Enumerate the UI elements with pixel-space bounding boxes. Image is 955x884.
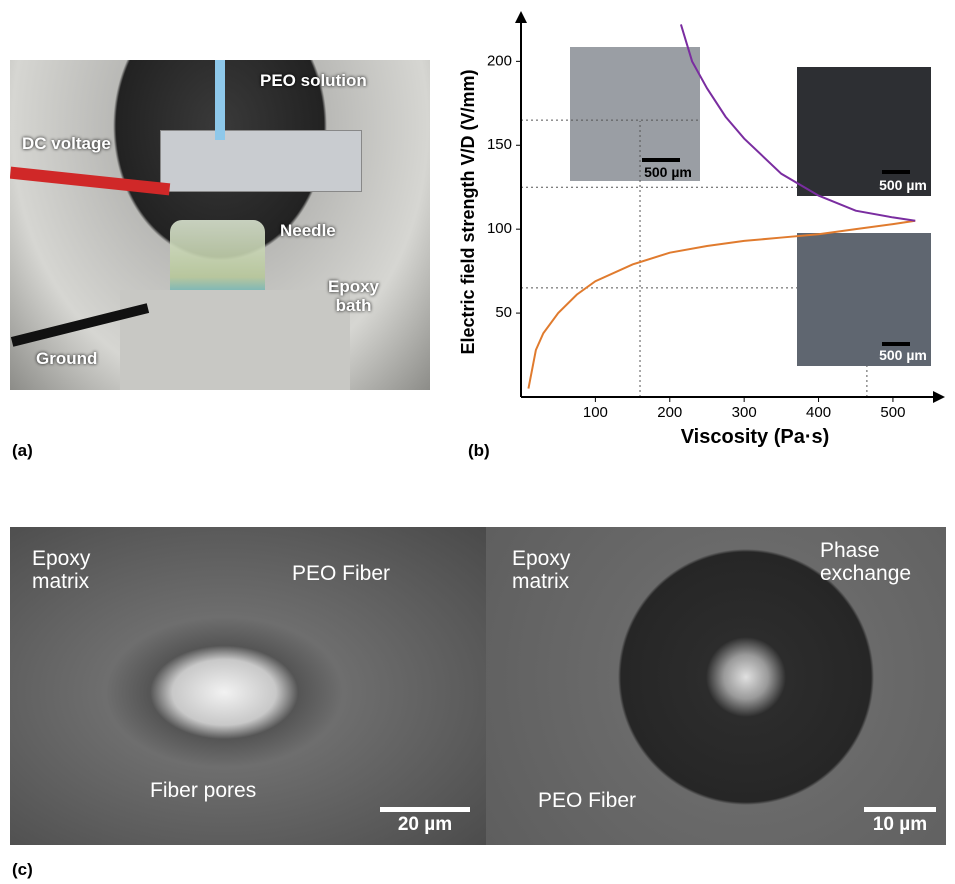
- x-tick-label: 100: [583, 404, 608, 421]
- scale-label: 500 µm: [879, 347, 927, 363]
- axis-arrow: [515, 11, 527, 23]
- axis-arrow: [933, 391, 945, 403]
- scale-label: 500 µm: [644, 164, 692, 180]
- x-tick-label: 500: [880, 404, 905, 421]
- sem-text: Fiber pores: [150, 779, 256, 802]
- x-tick-label: 300: [732, 404, 757, 421]
- inset-photo: [570, 47, 700, 181]
- y-tick-label: 50: [495, 304, 512, 321]
- scale-bar: 20 µm: [380, 807, 470, 836]
- x-axis-label: Viscosity (Pa·s): [681, 426, 830, 448]
- y-tick-label: 150: [487, 136, 512, 153]
- y-tick-label: 200: [487, 52, 512, 69]
- sem-text: PEO Fiber: [292, 562, 390, 585]
- sem-text: PEO Fiber: [538, 789, 636, 812]
- panel-label: (c): [12, 860, 33, 880]
- sem-text: Epoxy matrix: [32, 547, 90, 593]
- y-tick-label: 100: [487, 220, 512, 237]
- sem-text: Phase exchange: [820, 539, 911, 585]
- sem-image: Epoxy matrix PEO Fiber Fiber pores 20 µm: [10, 527, 486, 845]
- scale-label: 500 µm: [879, 177, 927, 193]
- x-tick-label: 400: [806, 404, 831, 421]
- chart: 500 µm 500 µm 500 µm Viscosity (Pa·s) El…: [0, 0, 955, 470]
- y-axis-label: Electric field strength V/D (V/mm): [458, 69, 478, 354]
- x-tick-label: 200: [657, 404, 682, 421]
- page: PEO solution DC voltage Needle Epoxy bat…: [0, 0, 955, 884]
- sem-image: Epoxy matrix Phase exchange PEO Fiber 10…: [486, 527, 946, 845]
- scale-bar: 10 µm: [864, 807, 936, 836]
- sem-text: Epoxy matrix: [512, 547, 570, 593]
